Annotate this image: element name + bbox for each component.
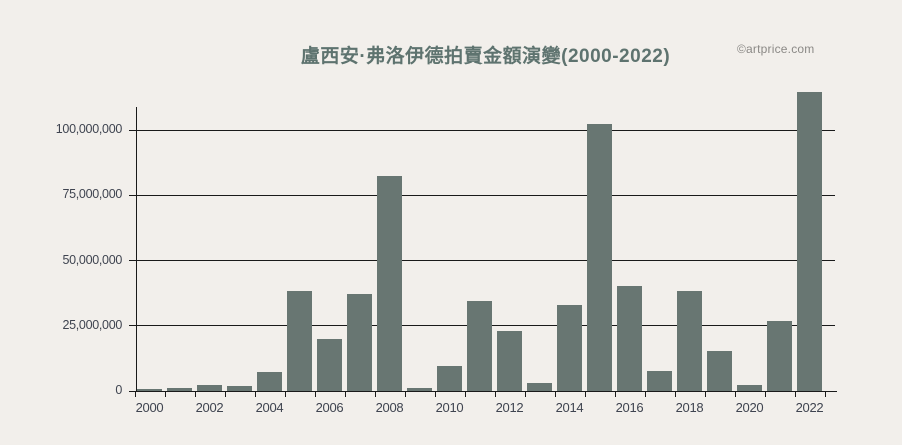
x-tick xyxy=(165,391,166,397)
x-tick xyxy=(675,391,676,397)
bar-2003 xyxy=(227,386,252,391)
bar-2007 xyxy=(347,294,372,391)
x-tick-label: 2014 xyxy=(555,400,584,415)
x-tick xyxy=(525,391,526,397)
x-tick xyxy=(495,391,496,397)
bar-2013 xyxy=(527,383,552,391)
y-tick xyxy=(129,194,136,196)
bar-2018 xyxy=(677,291,702,391)
chart-title: 盧西安·弗洛伊德拍賣金額演變(2000-2022) xyxy=(300,46,671,67)
x-axis-line xyxy=(129,390,837,392)
x-tick-label: 2000 xyxy=(135,400,164,415)
bar-2019 xyxy=(707,351,732,391)
x-tick-label: 2018 xyxy=(675,400,704,415)
bar-2012 xyxy=(497,331,522,391)
bar-2002 xyxy=(197,385,222,391)
gridline xyxy=(136,194,835,196)
y-tick xyxy=(129,325,136,327)
x-tick-label: 2002 xyxy=(195,400,224,415)
x-tick xyxy=(615,391,616,397)
x-tick-label: 2020 xyxy=(735,400,764,415)
x-tick xyxy=(225,391,226,397)
x-tick xyxy=(555,391,556,397)
bar-2022 xyxy=(797,92,822,391)
x-tick xyxy=(825,391,826,397)
bar-2021 xyxy=(767,321,792,391)
x-tick xyxy=(435,391,436,397)
gridline xyxy=(136,129,835,131)
x-tick xyxy=(735,391,736,397)
artprice-watermark: ©artprice.com xyxy=(737,42,815,56)
bar-2020 xyxy=(737,385,762,391)
bar-2008 xyxy=(377,176,402,391)
bar-2004 xyxy=(257,372,282,391)
bar-2005 xyxy=(287,291,312,391)
bar-2011 xyxy=(467,301,492,391)
x-tick-label: 2004 xyxy=(255,400,284,415)
x-tick xyxy=(765,391,766,397)
bar-2015 xyxy=(587,124,612,391)
x-tick-label: 2016 xyxy=(615,400,644,415)
x-tick xyxy=(255,391,256,397)
bar-2009 xyxy=(407,388,432,391)
bar-2000 xyxy=(137,389,162,391)
x-tick xyxy=(375,391,376,397)
x-tick xyxy=(135,391,136,397)
x-tick xyxy=(345,391,346,397)
bar-2010 xyxy=(437,366,462,391)
bar-2006 xyxy=(317,339,342,391)
bar-2016 xyxy=(617,286,642,391)
gridline xyxy=(136,260,835,262)
x-tick xyxy=(465,391,466,397)
y-tick-label: 0 xyxy=(115,383,122,397)
x-tick xyxy=(585,391,586,397)
x-tick-label: 2006 xyxy=(315,400,344,415)
y-tick-label: 75,000,000 xyxy=(62,187,122,202)
x-tick xyxy=(315,391,316,397)
y-axis-spine xyxy=(136,107,137,391)
x-tick xyxy=(195,391,196,397)
x-tick-label: 2010 xyxy=(435,400,464,415)
y-tick xyxy=(129,260,136,262)
x-tick xyxy=(795,391,796,397)
x-tick-label: 2012 xyxy=(495,400,524,415)
bar-2014 xyxy=(557,305,582,391)
x-tick-label: 2008 xyxy=(375,400,404,415)
x-tick-label: 2022 xyxy=(795,400,824,415)
x-tick xyxy=(705,391,706,397)
bar-2017 xyxy=(647,371,672,391)
y-tick-label: 50,000,000 xyxy=(62,252,122,267)
x-tick xyxy=(285,391,286,397)
y-tick-label: 25,000,000 xyxy=(62,317,122,332)
x-tick xyxy=(645,391,646,397)
y-tick xyxy=(129,129,136,131)
x-tick xyxy=(405,391,406,397)
bar-2001 xyxy=(167,388,192,391)
y-tick-label: 100,000,000 xyxy=(55,122,123,137)
